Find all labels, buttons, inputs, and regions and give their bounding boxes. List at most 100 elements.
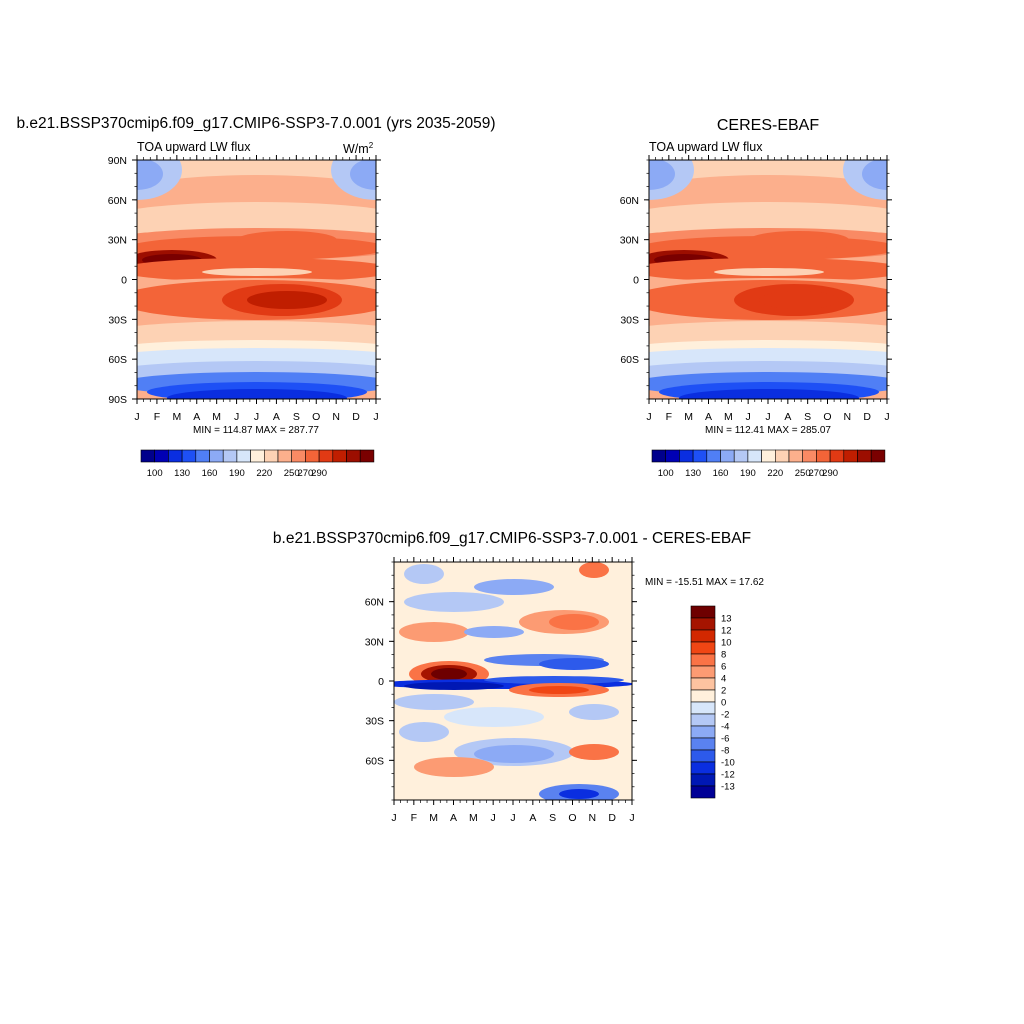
x-tick-label: O [312,411,320,423]
contour-region [714,268,824,276]
colorbar-label: 100 [658,468,674,479]
colorbar-swatch [774,449,790,463]
colorbar-swatch [277,449,292,463]
contour-region [862,160,887,190]
y-tick-label: 60N [108,195,127,207]
colorbar-swatch [346,449,361,463]
contour-region [549,614,599,630]
colorbar-label: 8 [721,650,726,661]
panel-model-units-sup: 2 [369,141,374,150]
colorbar-swatch [816,449,831,463]
x-tick-label: A [450,812,457,824]
panel-model-stats: MIN = 114.87 MAX = 287.77 [193,425,319,436]
colorbar-label: 100 [147,468,163,479]
x-tick-label: J [491,812,496,824]
colorbar-swatch [690,665,716,679]
x-tick-label: A [705,411,712,423]
contour-region [404,682,504,690]
x-tick-label: J [629,812,634,824]
x-tick-label: F [154,411,160,423]
y-tick-label: 30N [365,636,384,648]
colorbar-swatch [250,449,265,463]
y-tick-label: 30N [108,235,127,247]
contour-region [529,686,589,694]
panel-model-units-base: W/m [343,142,369,156]
colorbar-label: 2 [721,686,726,697]
colorbar-swatch [168,449,183,463]
colorbar-label: 290 [822,468,838,479]
colorbar-swatch [690,725,716,739]
contour-region [464,626,524,638]
contour-region [394,694,474,710]
x-tick-label: J [134,411,139,423]
colorbar-swatch [690,773,716,787]
colorbar-swatch [195,449,210,463]
contour-region [679,389,859,399]
colorbar-label: -8 [721,746,729,757]
panel-diff-plot-area [394,562,632,800]
y-tick-label: 90N [108,155,127,167]
colorbar-label: 220 [767,468,783,479]
contour-region [569,744,619,760]
colorbar-swatch [829,449,845,463]
x-tick-label: S [804,411,811,423]
contour-region [444,707,544,727]
contour-region [579,562,609,578]
colorbar-swatch [154,449,169,463]
contour-region [843,160,887,200]
colorbar-swatch [802,449,817,463]
panel-obs-stats: MIN = 112.41 MAX = 285.07 [705,425,831,436]
contour-region [569,704,619,720]
contour-region [399,622,469,642]
contour-region [404,564,444,584]
panel-obs-contours [649,160,887,399]
y-tick-label: 60N [620,195,639,207]
colorbar-swatch [690,629,716,643]
colorbar-swatch [305,449,320,463]
contour-region [237,231,337,249]
colorbar-swatch [706,449,721,463]
x-tick-label: J [373,411,378,423]
y-tick-label: 30S [365,716,384,728]
x-tick-label: D [608,812,616,824]
colorbar-label: -12 [721,770,735,781]
y-tick-label: 0 [378,676,384,688]
colorbar-swatch [690,701,716,715]
x-tick-label: M [172,411,181,423]
x-tick-label: M [684,411,693,423]
x-tick-label: J [234,411,239,423]
colorbar-swatch [690,749,716,763]
panel-model: b.e21.BSSP370cmip6.f09_g17.CMIP6-SSP3-7.… [16,115,495,479]
colorbar-swatch [788,449,803,463]
contour-region [759,291,839,309]
colorbar-label: -4 [721,722,729,733]
contour-region [559,789,599,799]
contour-region [484,676,624,684]
colorbar-swatch [359,449,375,463]
colorbar-label: 10 [721,638,732,649]
colorbar-swatch [291,449,306,463]
x-tick-label: N [844,411,852,423]
x-tick-label: O [823,411,831,423]
contour-region [749,231,849,249]
panel-model-field-label: TOA upward LW flux [137,140,251,154]
colorbar-label: -10 [721,758,735,769]
colorbar-swatch [679,449,694,463]
x-tick-label: J [884,411,889,423]
y-tick-label: 60S [365,755,384,767]
colorbar-label: 190 [740,468,756,479]
y-tick-label: 0 [121,275,127,287]
x-tick-label: A [273,411,280,423]
panel-model-title: b.e21.BSSP370cmip6.f09_g17.CMIP6-SSP3-7.… [16,115,495,132]
colorbar-swatch [747,449,762,463]
panel-diff-stats: MIN = -15.51 MAX = 17.62 [645,577,764,588]
x-tick-label: S [549,812,556,824]
colorbar-label: 13 [721,614,732,625]
colorbar-label: 160 [202,468,218,479]
colorbar-swatch [761,449,776,463]
colorbar-swatch [870,449,886,463]
x-tick-label: J [391,812,396,824]
x-tick-label: A [193,411,200,423]
